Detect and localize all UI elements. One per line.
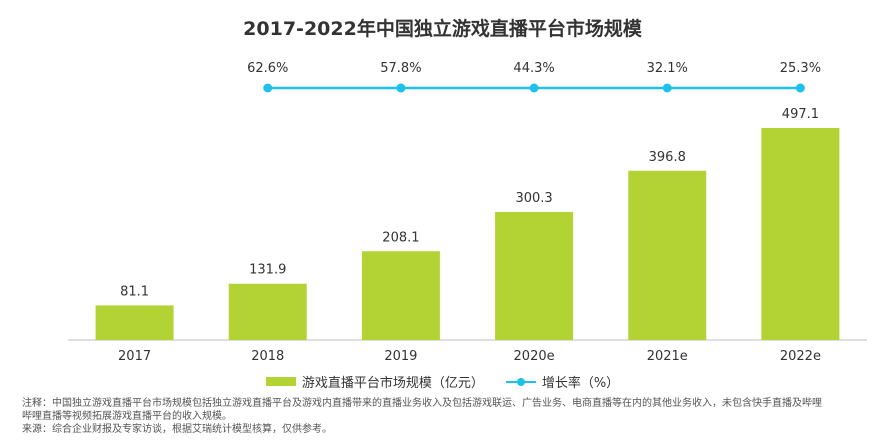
legend-label-bar: 游戏直播平台市场规模（亿元） (301, 376, 484, 391)
bar-2018 (228, 283, 307, 340)
note-line-2: 哔哩直播等视频拓展游戏直播平台的收入规模。 (22, 411, 232, 422)
legend-item-line: 增长率（%） (505, 372, 620, 391)
chart-plot: 81.1 2017 131.9 2018 208.1 2019 300.3 2020e 396.… (68, 61, 867, 364)
growth-label-2021e: 32.1% (647, 61, 688, 76)
legend-swatch-line (505, 377, 536, 387)
bar-value-label-2022e: 497.1 (782, 107, 819, 122)
legend-label-line: 增长率（%） (541, 376, 620, 391)
bar-2017 (95, 305, 174, 340)
growth-point-2022e (795, 83, 805, 93)
x-tick-label-2019: 2019 (384, 349, 417, 364)
growth-label-2019: 57.8% (380, 61, 421, 76)
chart-legend: 游戏直播平台市场规模（亿元） 增长率（%） (0, 372, 885, 391)
bar-2022e (761, 128, 840, 340)
x-tick-label-2018: 2018 (251, 349, 284, 364)
footnotes: 注释：中国独立游戏直播平台市场规模包括独立游戏直播平台及游戏内直播带来的直播业务… (22, 397, 867, 436)
growth-label-2018: 62.6% (247, 61, 288, 76)
chart-title: 2017-2022年中国独立游戏直播平台市场规模 (243, 18, 642, 40)
source-line: 来源：综合企业财报及专家访谈，根据艾瑞统计模型核算，仅供参考。 (22, 424, 332, 435)
bar-value-label-2017: 81.1 (120, 284, 149, 299)
x-tick-label-2020e: 2020e (514, 349, 555, 364)
growth-label-2020e: 44.3% (513, 61, 554, 76)
legend-item-bar: 游戏直播平台市场规模（亿元） (265, 372, 484, 391)
bar-value-label-2021e: 396.8 (649, 150, 686, 165)
x-tick-label-2021e: 2021e (647, 349, 688, 364)
bar-2021e (628, 170, 707, 340)
growth-point-2021e (662, 83, 672, 93)
x-tick-label-2017: 2017 (118, 349, 151, 364)
bar-2019 (361, 251, 440, 340)
bar-value-label-2019: 208.1 (382, 230, 419, 245)
note-line-1: 注释：中国独立游戏直播平台市场规模包括独立游戏直播平台及游戏内直播带来的直播业务… (22, 398, 822, 409)
growth-label-2022e: 25.3% (780, 61, 821, 76)
growth-point-2018 (263, 83, 273, 93)
growth-point-2020e (529, 83, 539, 93)
legend-swatch-bar (265, 377, 296, 386)
x-tick-label-2022e: 2022e (780, 349, 821, 364)
bar-2020e (495, 211, 574, 340)
growth-point-2019 (396, 83, 406, 93)
bar-value-label-2018: 131.9 (249, 263, 286, 278)
bar-value-label-2020e: 300.3 (515, 191, 552, 206)
